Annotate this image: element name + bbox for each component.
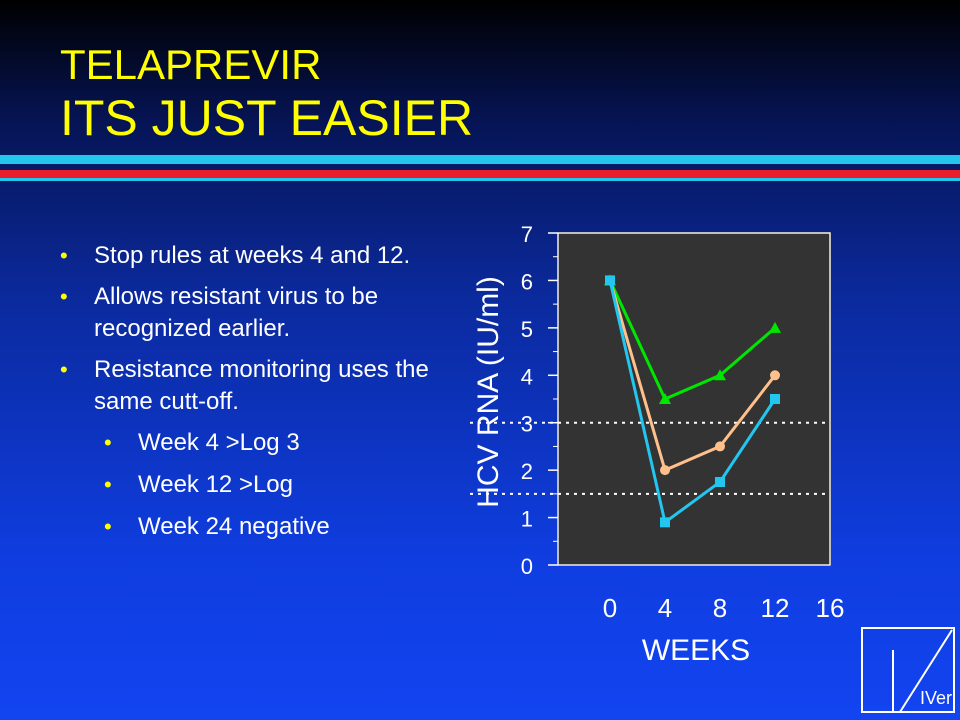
y-tick-label: 2 bbox=[521, 459, 533, 484]
data-point-triangle bbox=[769, 321, 781, 333]
bullet-dot-icon: • bbox=[104, 472, 112, 497]
header-divider-cyan-thin bbox=[0, 178, 960, 181]
header-divider-cyan bbox=[0, 155, 960, 164]
x-tick-label: 12 bbox=[761, 593, 790, 623]
bullet-text: Stop rules at weeks 4 and 12. bbox=[94, 242, 411, 269]
sub-bullet-item: • Week 24 negative bbox=[60, 511, 440, 543]
data-point-triangle bbox=[659, 393, 671, 404]
slide-title: TELAPREVIR ITS JUST EASIER bbox=[60, 40, 473, 146]
data-point-square bbox=[605, 275, 615, 286]
data-point-circle bbox=[715, 441, 725, 452]
bullet-item: • Resistance monitoring uses the same cu… bbox=[60, 354, 440, 418]
header-divider-red bbox=[0, 170, 960, 180]
series-line-circle bbox=[608, 280, 777, 473]
plot-area bbox=[557, 232, 831, 566]
bullet-dot-icon: • bbox=[104, 514, 112, 539]
series-line-square bbox=[608, 280, 777, 525]
iver-logo: IVer bbox=[860, 626, 956, 714]
bullet-text: Allows resistant virus to be recognized … bbox=[94, 283, 379, 342]
bullet-dot-icon: • bbox=[60, 357, 68, 382]
x-tick-label: 4 bbox=[658, 593, 672, 623]
bullet-dot-icon: • bbox=[60, 284, 68, 309]
sub-bullet-text: Week 24 negative bbox=[138, 513, 330, 540]
y-axis-label: HCV RNA (IU/ml) bbox=[472, 276, 505, 508]
title-line-1: TELAPREVIR bbox=[60, 41, 322, 88]
sub-bullet-item: • Week 4 >Log 3 bbox=[60, 427, 440, 459]
data-point-triangle bbox=[714, 369, 726, 381]
y-tick-label: 4 bbox=[521, 364, 533, 389]
y-tick-label: 6 bbox=[521, 269, 533, 294]
y-tick-label: 0 bbox=[521, 554, 533, 579]
bullet-item: • Stop rules at weeks 4 and 12. bbox=[60, 240, 440, 272]
y-tick-label: 3 bbox=[521, 412, 533, 437]
sub-bullet-item: • Week 12 >Log bbox=[60, 469, 440, 501]
x-tick-label: 16 bbox=[816, 593, 845, 623]
x-tick-label: 8 bbox=[713, 593, 727, 623]
y-tick-label: 1 bbox=[521, 507, 533, 532]
data-point-square bbox=[715, 477, 725, 487]
data-point-circle bbox=[660, 465, 670, 476]
bullet-dot-icon: • bbox=[104, 430, 112, 455]
bullet-list: • Stop rules at weeks 4 and 12. • Allows… bbox=[60, 240, 440, 553]
data-point-square bbox=[660, 517, 670, 528]
series-line-triangle bbox=[608, 279, 776, 401]
y-tick-label: 5 bbox=[521, 317, 533, 342]
bullet-dot-icon: • bbox=[60, 243, 68, 268]
sub-bullet-text: Week 12 >Log bbox=[138, 471, 294, 498]
logo-text: IVer bbox=[920, 688, 952, 708]
bullet-item: • Allows resistant virus to be recognize… bbox=[60, 281, 440, 345]
y-tick-label: 7 bbox=[521, 222, 533, 247]
data-point-square bbox=[770, 394, 780, 404]
sub-bullet-text: Week 4 >Log 3 bbox=[138, 429, 300, 456]
data-point-circle bbox=[770, 370, 780, 381]
title-line-2: ITS JUST EASIER bbox=[60, 90, 474, 146]
x-axis-label: WEEKS bbox=[642, 634, 750, 667]
bullet-text: Resistance monitoring uses the same cutt… bbox=[94, 356, 429, 415]
x-tick-label: 0 bbox=[603, 593, 617, 623]
